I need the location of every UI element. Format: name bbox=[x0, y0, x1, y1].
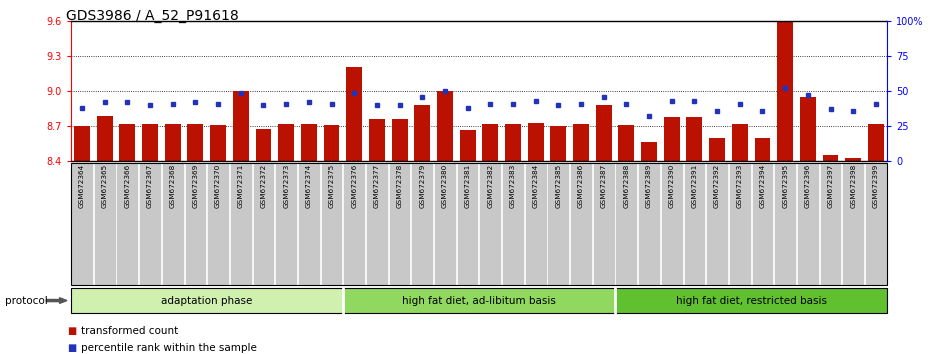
Text: ■: ■ bbox=[67, 326, 76, 336]
Text: GDS3986 / A_52_P91618: GDS3986 / A_52_P91618 bbox=[66, 9, 239, 23]
Bar bbox=[822, 155, 839, 161]
Bar bbox=[732, 124, 748, 161]
Bar bbox=[641, 142, 657, 161]
Text: GSM672388: GSM672388 bbox=[623, 164, 630, 208]
Bar bbox=[74, 126, 90, 161]
Bar bbox=[868, 124, 884, 161]
Text: GSM672394: GSM672394 bbox=[760, 164, 765, 208]
Text: GSM672391: GSM672391 bbox=[691, 164, 698, 208]
Text: GSM672367: GSM672367 bbox=[147, 164, 153, 208]
Text: ■: ■ bbox=[67, 343, 76, 353]
Bar bbox=[324, 125, 339, 161]
Bar bbox=[142, 124, 158, 161]
Text: GSM672373: GSM672373 bbox=[283, 164, 289, 208]
Text: GSM672368: GSM672368 bbox=[170, 164, 176, 208]
Bar bbox=[505, 124, 521, 161]
Text: GSM672396: GSM672396 bbox=[804, 164, 811, 208]
Text: GSM672378: GSM672378 bbox=[396, 164, 403, 208]
Text: GSM672366: GSM672366 bbox=[125, 164, 130, 208]
Bar bbox=[754, 138, 770, 161]
Text: adaptation phase: adaptation phase bbox=[161, 296, 252, 306]
Text: GSM672384: GSM672384 bbox=[533, 164, 538, 208]
Text: GSM672380: GSM672380 bbox=[442, 164, 448, 208]
Bar bbox=[527, 122, 544, 161]
Bar bbox=[232, 91, 248, 161]
Text: transformed count: transformed count bbox=[81, 326, 179, 336]
Text: GSM672385: GSM672385 bbox=[555, 164, 562, 208]
Text: GSM672377: GSM672377 bbox=[374, 164, 379, 208]
Text: GSM672372: GSM672372 bbox=[260, 164, 267, 208]
Bar bbox=[210, 125, 226, 161]
Bar bbox=[414, 105, 431, 161]
Text: GSM672395: GSM672395 bbox=[782, 164, 788, 208]
Text: GSM672393: GSM672393 bbox=[737, 164, 743, 208]
Bar bbox=[551, 126, 566, 161]
Bar bbox=[800, 97, 816, 161]
Text: GSM672379: GSM672379 bbox=[419, 164, 425, 208]
Bar bbox=[596, 105, 612, 161]
Bar bbox=[97, 116, 113, 161]
Text: GSM672364: GSM672364 bbox=[79, 164, 85, 208]
Bar bbox=[392, 119, 407, 161]
Text: GSM672386: GSM672386 bbox=[578, 164, 584, 208]
Bar bbox=[710, 138, 725, 161]
Text: percentile rank within the sample: percentile rank within the sample bbox=[81, 343, 257, 353]
Text: GSM672369: GSM672369 bbox=[193, 164, 198, 208]
Bar bbox=[777, 21, 793, 161]
Bar bbox=[301, 124, 317, 161]
Bar bbox=[483, 124, 498, 161]
Bar bbox=[256, 129, 272, 161]
Bar bbox=[437, 91, 453, 161]
Text: GSM672371: GSM672371 bbox=[238, 164, 244, 208]
Text: GSM672365: GSM672365 bbox=[101, 164, 108, 208]
Text: GSM672387: GSM672387 bbox=[601, 164, 606, 208]
Text: GSM672397: GSM672397 bbox=[828, 164, 833, 208]
Bar bbox=[459, 130, 475, 161]
Bar bbox=[686, 117, 702, 161]
Text: GSM672375: GSM672375 bbox=[328, 164, 335, 208]
Text: protocol: protocol bbox=[5, 296, 47, 306]
Bar bbox=[165, 124, 180, 161]
Bar bbox=[188, 124, 204, 161]
Text: GSM672389: GSM672389 bbox=[646, 164, 652, 208]
Bar bbox=[664, 117, 680, 161]
Text: GSM672370: GSM672370 bbox=[215, 164, 221, 208]
Text: GSM672390: GSM672390 bbox=[669, 164, 675, 208]
Bar bbox=[346, 67, 362, 161]
Text: GSM672383: GSM672383 bbox=[510, 164, 516, 208]
Text: GSM672381: GSM672381 bbox=[465, 164, 471, 208]
Bar bbox=[845, 158, 861, 161]
Text: GSM672399: GSM672399 bbox=[873, 164, 879, 208]
Bar bbox=[369, 119, 385, 161]
Text: high fat diet, ad-libitum basis: high fat diet, ad-libitum basis bbox=[402, 296, 556, 306]
Bar bbox=[119, 124, 136, 161]
Text: high fat diet, restricted basis: high fat diet, restricted basis bbox=[675, 296, 827, 306]
Text: GSM672392: GSM672392 bbox=[714, 164, 720, 208]
Text: GSM672374: GSM672374 bbox=[306, 164, 312, 208]
Text: GSM672376: GSM672376 bbox=[352, 164, 357, 208]
Text: GSM672398: GSM672398 bbox=[850, 164, 857, 208]
Bar bbox=[278, 124, 294, 161]
Bar bbox=[573, 124, 589, 161]
Bar bbox=[618, 125, 634, 161]
Text: GSM672382: GSM672382 bbox=[487, 164, 493, 208]
